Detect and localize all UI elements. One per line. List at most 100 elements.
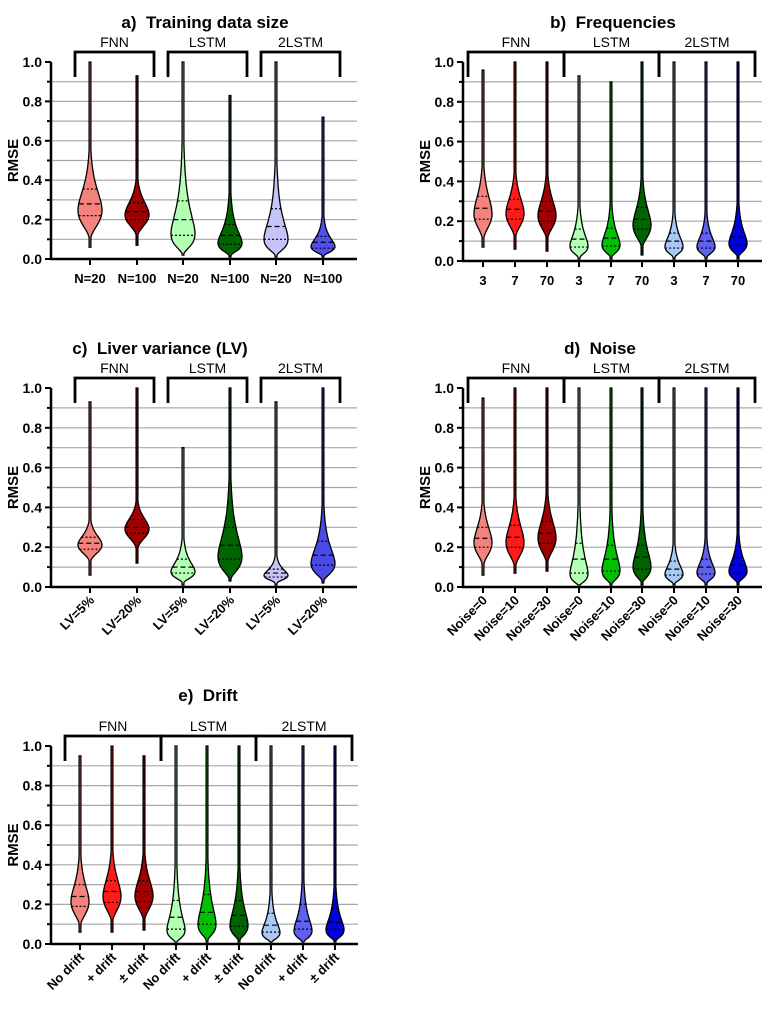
group-bracket [657,50,757,77]
group-label: LSTM [189,360,226,376]
violin-body [166,745,186,943]
violin [263,61,289,258]
panel-title: c) Liver variance (LV) [72,339,247,358]
y-tick-label: 0.0 [23,579,43,595]
y-tick-label: 0.0 [435,253,455,269]
y-tick-label: 0.6 [23,460,43,476]
group-label: 2LSTM [278,34,323,50]
y-tick-label: 1.0 [435,54,455,70]
group-label: LSTM [593,34,630,50]
x-tick-label: + drift [178,949,215,986]
x-tick-label: 3 [670,273,677,288]
violin-body [601,81,621,260]
x-tick-label: LV=20% [192,592,238,638]
y-tick-label: 0.4 [23,499,43,515]
y-tick-label: 0.2 [23,539,43,555]
x-tick-label: N=20 [167,271,198,286]
violin-body [632,387,652,586]
group-bracket [259,50,342,77]
violin [505,61,525,250]
violin-body [537,61,557,252]
panel-title: a) Training data size [121,13,288,32]
group-bracket [73,50,156,77]
violin [124,387,150,564]
violin-body [263,401,289,586]
violin-body [569,387,589,586]
group-label: FNN [99,718,128,734]
panel-title: e) Drift [178,686,238,705]
y-tick-label: 1.0 [435,380,455,396]
violin-body [102,745,122,933]
violin [77,61,103,248]
x-tick-label: LV=5% [150,592,191,633]
x-tick-label: 70 [635,273,649,288]
violin [601,387,621,586]
x-tick-label: N=100 [118,271,157,286]
violin [601,81,621,260]
violin-body [325,745,345,943]
group-label: 2LSTM [684,360,729,376]
violin [632,387,652,586]
violin-body [77,61,103,248]
x-tick-label: LV=20% [285,592,331,638]
y-tick-label: 0.8 [23,93,43,109]
x-tick-label: N=20 [74,271,105,286]
violin [505,387,525,574]
y-axis-label: RMSE [5,466,22,509]
violin [263,401,289,586]
violin-body [664,387,684,586]
violin [632,61,652,256]
violin-body [664,61,684,260]
violin [70,755,90,933]
y-tick-label: 0.6 [435,134,455,150]
violin [569,75,589,260]
violin-body [170,447,196,586]
y-tick-label: 0.2 [23,896,43,912]
group-bracket [73,376,156,403]
y-tick-label: 0.4 [435,499,455,515]
violin [166,745,186,943]
violin [217,387,243,582]
violin-body [217,387,243,582]
group-label: 2LSTM [684,34,729,50]
x-tick-label: 7 [607,273,614,288]
group-label: FNN [502,34,531,50]
violin-body [217,94,243,258]
group-bracket [657,376,757,403]
x-tick-label: N=20 [260,271,291,286]
panel-a: a) Training data size 0.0 0.2 0.4 0.6 0.8 1.0 R… [5,13,357,286]
violin-body [134,755,154,931]
panel-c: c) Liver variance (LV) 0.0 0.2 0.4 0.6 0.8 1.0… [5,339,357,638]
y-tick-label: 1.0 [23,738,43,754]
group-bracket [562,50,661,77]
group-label: LSTM [189,34,226,50]
y-axis-label: RMSE [5,823,22,866]
group-label: LSTM [190,718,227,734]
x-tick-label: LV=5% [243,592,284,633]
panel-title: b) Frequencies [550,13,676,32]
x-tick-label: 3 [479,273,486,288]
x-tick-label: N=100 [211,271,250,286]
violin-body [293,745,313,943]
violin [696,387,716,586]
violin [310,116,336,258]
violin-body [229,745,249,943]
x-tick-label: LV=20% [99,592,145,638]
violin [170,61,196,256]
violin [77,401,103,576]
violin [170,447,196,586]
y-tick-label: 0.0 [23,251,43,267]
group-bracket [254,734,354,761]
y-tick-label: 0.2 [435,213,455,229]
y-tick-label: 0.0 [23,936,43,952]
x-tick-label: 70 [731,273,745,288]
violin-body [473,397,493,576]
violin-body [569,75,589,260]
violin-body [601,387,621,586]
x-tick-label: 70 [540,273,554,288]
y-tick-label: 1.0 [23,54,43,70]
violin-body [473,69,493,248]
y-tick-label: 0.8 [23,420,43,436]
x-tick-label: N=100 [304,271,343,286]
